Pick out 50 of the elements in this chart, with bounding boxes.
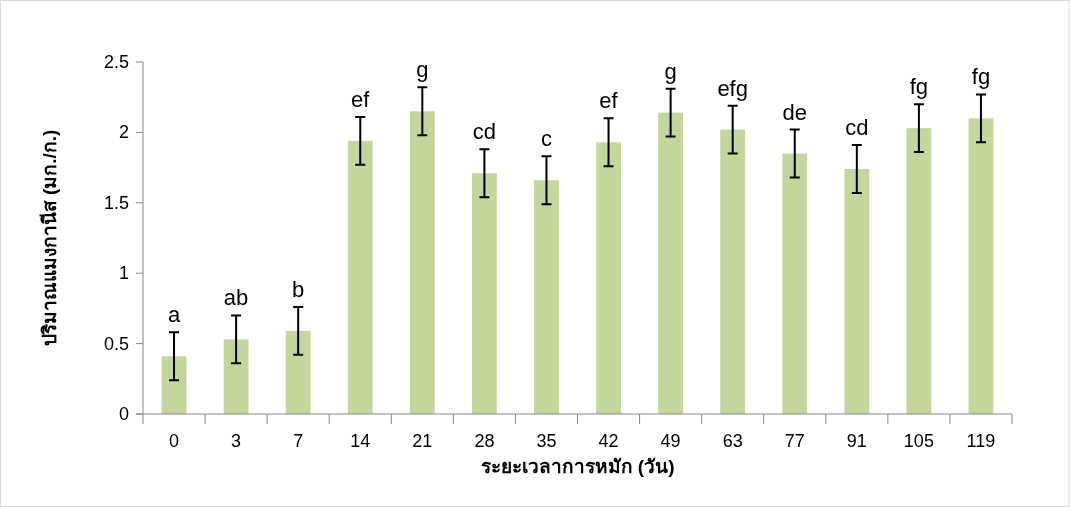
x-tick-label: 35: [536, 431, 557, 451]
bar: [285, 330, 311, 414]
bar: [409, 111, 435, 414]
y-axis-title: ปริมาณแมงกานีส (มก./ก.): [39, 129, 60, 347]
bar: [161, 356, 187, 414]
x-tick-label: 21: [412, 431, 433, 451]
bar: [658, 112, 684, 414]
annotation: de: [782, 99, 807, 125]
annotation: fg: [971, 64, 991, 90]
x-tick-label: 105: [903, 431, 934, 451]
annotation: fg: [909, 74, 929, 100]
annotation: cd: [472, 119, 497, 145]
bar: [906, 128, 932, 414]
x-tick-label: 77: [784, 431, 805, 451]
annotation: efg: [717, 75, 748, 101]
x-tick-label: 7: [293, 431, 304, 451]
y-tick-label: 2.5: [103, 52, 129, 72]
x-tick-label: 91: [846, 431, 867, 451]
x-tick-label: 49: [660, 431, 681, 451]
annotation: b: [292, 276, 305, 302]
x-axis-title: ระยะเวลาการหมัก (วัน): [480, 456, 675, 477]
x-tick-label: 14: [350, 431, 371, 451]
bar: [534, 180, 559, 414]
x-tick-label: 3: [231, 431, 242, 451]
annotation: c: [540, 126, 552, 152]
annotation: ef: [599, 88, 619, 114]
bar: [720, 129, 746, 414]
annotation: g: [664, 58, 677, 84]
annotation: a: [167, 302, 181, 328]
y-tick-label: 1.5: [103, 192, 129, 213]
x-tick-label: 0: [169, 431, 180, 451]
x-tick-label: 28: [474, 431, 495, 451]
bar: [347, 140, 373, 414]
y-tick-label: 2: [118, 122, 129, 143]
bar: [844, 169, 870, 414]
x-tick-label: 63: [722, 431, 743, 451]
annotation: g: [416, 57, 429, 83]
bar: [596, 142, 621, 414]
y-tick-label: 1: [118, 263, 129, 284]
bar: [782, 153, 808, 414]
bar: [223, 339, 249, 414]
annotation: ab: [223, 285, 249, 311]
x-tick-label: 119: [966, 431, 996, 451]
x-tick-label: 42: [598, 431, 619, 451]
bar: [968, 118, 994, 414]
annotation: cd: [845, 115, 869, 141]
y-tick-label: 0: [118, 404, 129, 424]
bar: [471, 173, 497, 414]
annotation: ef: [351, 86, 371, 112]
y-tick-label: 0.5: [103, 333, 129, 354]
